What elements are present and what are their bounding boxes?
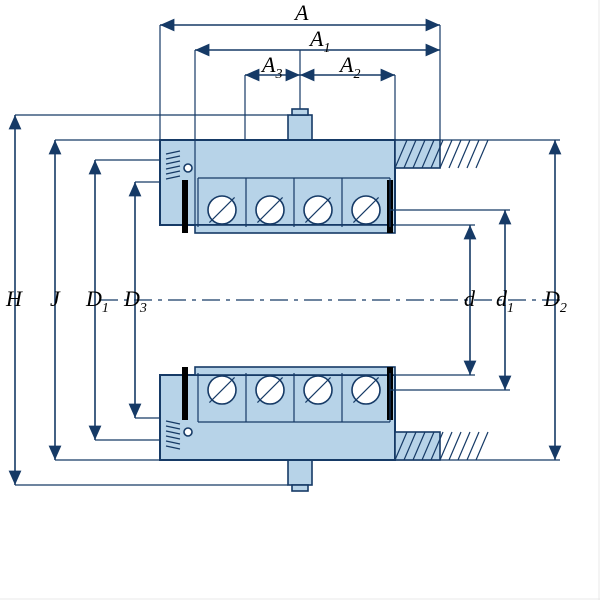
label-A: A	[293, 0, 309, 25]
bearing-cross-section: AA1A3A2HJD1D3dd1D2	[0, 0, 600, 600]
label-H: H	[5, 286, 23, 311]
label-d: d	[464, 286, 476, 311]
label-A3: A3	[260, 52, 282, 82]
label-A1: A1	[308, 26, 330, 56]
label-J: J	[50, 286, 61, 311]
label-D1: D1	[85, 286, 109, 316]
label-A2: A2	[338, 52, 360, 82]
